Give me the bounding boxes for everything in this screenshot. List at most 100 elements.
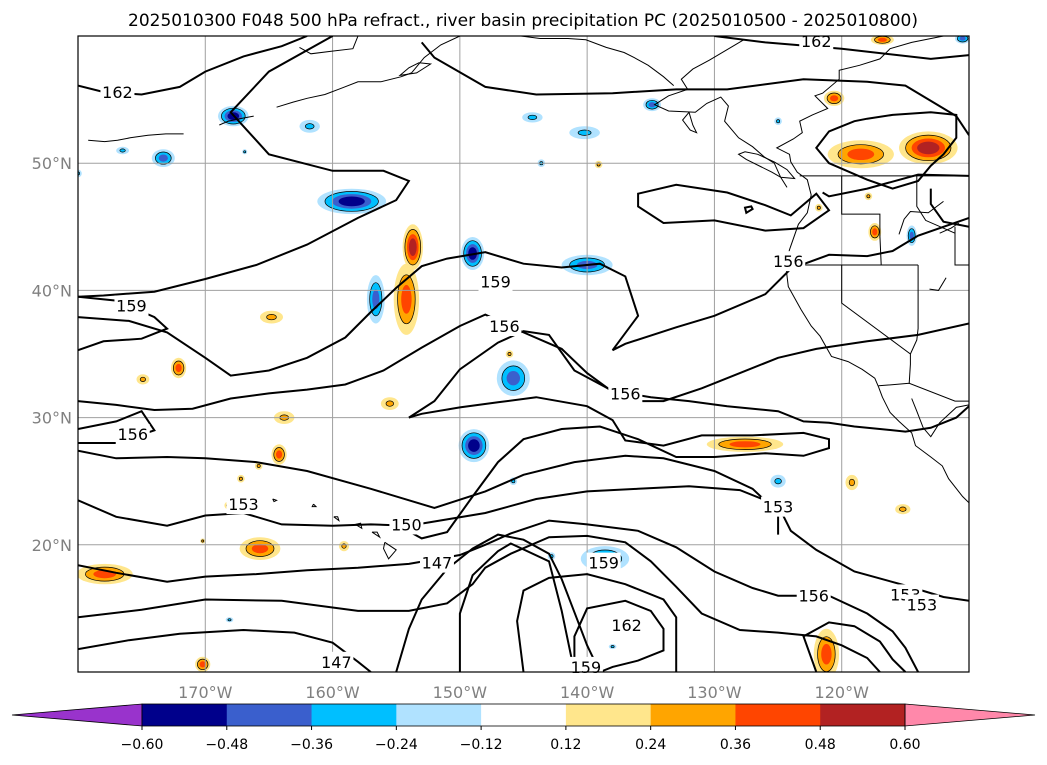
precip-blob-4-level-1 <box>243 150 247 154</box>
contour-label-2: 159 <box>116 297 147 316</box>
precip-blob-41-level-1 <box>227 618 232 622</box>
contour-line-15 <box>78 449 780 535</box>
contour-label-bg <box>586 552 621 573</box>
precip-blob-17-level-3 <box>917 141 940 155</box>
precip-blob-20-level-2 <box>872 228 878 236</box>
contour-label-8: 153 <box>228 495 259 514</box>
border-4 <box>878 382 969 402</box>
colorbar-segment-7 <box>650 704 736 726</box>
colorbar: −0.60 −0.48 −0.36 −0.24 −0.12 0.12 0.24 0.36 0.4… <box>11 703 1036 753</box>
colorbar-tick-label-7: 0.36 <box>720 737 751 753</box>
contour-label-bg <box>761 496 796 517</box>
colorbar-segment-5 <box>481 704 567 726</box>
precip-blob-26-level-3 <box>468 439 480 452</box>
coastline-7 <box>398 62 433 77</box>
precip-blob-33-level-1 <box>256 463 261 468</box>
coastline-19 <box>929 277 947 291</box>
colorbar-segment-4 <box>396 704 482 726</box>
border-6 <box>954 226 969 266</box>
x-tick-label-0: 170°W <box>178 683 233 702</box>
precip-blob-32-level-2 <box>276 450 283 459</box>
coastline-10 <box>88 133 184 143</box>
coastline-1 <box>911 398 969 438</box>
contour-label-1: 162 <box>801 32 832 51</box>
contour-line-21 <box>458 542 576 672</box>
precip-blob-5-level-3 <box>338 196 365 207</box>
precip-blob-14-level-2 <box>830 95 839 102</box>
contour-label-bg <box>796 585 831 606</box>
contour-label-bg <box>319 651 354 672</box>
x-tick-label-1: 160°W <box>305 683 360 702</box>
contour-line-18 <box>78 534 881 672</box>
contour-line-8 <box>815 111 958 190</box>
contour-label-9: 153 <box>763 498 794 517</box>
precip-blob-1-level-2 <box>158 154 168 162</box>
colorbar-tick-label-8: 0.48 <box>805 737 836 753</box>
x-tick-label-2: 150°W <box>433 683 488 702</box>
colorbar-segment-2 <box>226 704 313 726</box>
contour-label-12: 150 <box>391 515 422 534</box>
colorbar-segment-8 <box>735 704 821 726</box>
precip-blob-28-level-2 <box>175 363 182 373</box>
contour-line-19 <box>78 628 372 672</box>
coastline-8 <box>503 36 675 86</box>
axis-tick-labels: 170°W 160°W 150°W 140°W 130°W 120°W 50°N 40°N 30… <box>32 154 869 702</box>
precip-blob-12-level-1 <box>577 129 592 136</box>
coastline-5 <box>276 36 461 108</box>
contour-label-bg <box>478 271 513 292</box>
precip-blob-6-level-3 <box>408 238 417 256</box>
colorbar-tick-label-9: 0.60 <box>889 737 920 753</box>
contour-label-16: 162 <box>611 616 642 635</box>
contour-label-bg <box>389 514 424 535</box>
contour-line-7 <box>714 36 969 60</box>
precip-blob-23-level-1 <box>816 205 821 210</box>
y-tick-label-3: 20°N <box>32 536 72 555</box>
coastline-16 <box>272 498 278 503</box>
precip-blob-30-level-1 <box>385 400 394 407</box>
graticule <box>78 36 969 672</box>
colorbar-tick-label-5: 0.12 <box>550 737 581 753</box>
colorbar-segment-1 <box>142 704 228 726</box>
precip-blob-24-level-2 <box>506 371 520 386</box>
contour-line-12 <box>78 409 156 444</box>
coastline-11 <box>333 516 340 522</box>
colorbar-tick-label-0: −0.60 <box>121 737 164 753</box>
contour-line-6 <box>420 41 969 136</box>
precip-blob-11-level-1 <box>527 114 538 120</box>
precip-blob-27-level-1 <box>266 314 277 321</box>
contour-line-17 <box>78 519 919 672</box>
contour-label-bg <box>100 81 135 102</box>
colorbar-extend-low <box>11 703 143 727</box>
coastline-6 <box>299 36 359 55</box>
contour-label-bg <box>904 594 939 615</box>
precip-blob-19-level-1 <box>776 119 781 124</box>
x-tick-label-5: 120°W <box>815 683 870 702</box>
contour-label-bg <box>226 494 261 515</box>
colorbar-tick-label-4: −0.12 <box>460 737 503 753</box>
border-1 <box>841 175 882 266</box>
map-frame <box>77 35 970 673</box>
precip-blob-7-level-2 <box>401 284 412 314</box>
precip-blob-25-level-1 <box>507 352 512 356</box>
contour-label-bg <box>487 316 522 337</box>
colorbar-tick-label-1: −0.48 <box>205 737 248 753</box>
contour-line-23 <box>573 599 665 672</box>
precip-blob-51-level-2 <box>821 643 832 665</box>
colorbar-frame <box>141 703 906 727</box>
colorbar-segment-6 <box>565 704 652 726</box>
precip-blob-29-level-1 <box>139 376 146 382</box>
coastline-14 <box>382 541 397 560</box>
colorbar-extend-high <box>904 703 1036 727</box>
contour-line-24 <box>802 621 907 672</box>
contour-line-22 <box>516 573 678 672</box>
contour-label-5: 156 <box>773 252 804 271</box>
contour-label-bg <box>419 552 454 573</box>
precip-blob-50-level-1 <box>610 645 615 649</box>
coastline-15 <box>311 503 318 508</box>
contour-label-6: 156 <box>610 384 641 403</box>
precip-blob-45-level-1 <box>774 478 782 485</box>
chart-title: 2025010300 F048 500 hPa refract., river … <box>128 11 918 31</box>
precip-blob-13-level-2 <box>648 102 656 108</box>
contour-label-bg <box>608 383 643 404</box>
contour-line-3 <box>743 205 754 215</box>
